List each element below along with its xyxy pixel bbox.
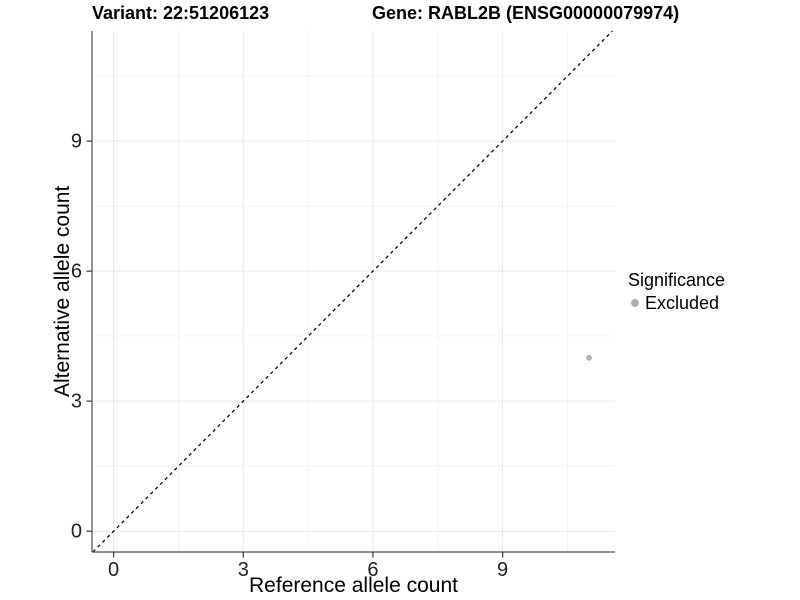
identity-reference-line [92,30,613,553]
plot-title-variant: Variant: 22:51206123 [92,3,270,23]
plot-title-gene: Gene: RABL2B (ENSG00000079974) [372,3,680,23]
y-tick-label: 9 [71,131,82,153]
y-tick-label: 0 [71,521,82,543]
x-tick-label: 0 [108,559,119,581]
x-tick-label: 9 [497,559,508,581]
legend-point-icon [631,299,639,307]
y-tick-label: 6 [71,261,82,283]
legend: Significance Excluded [628,270,725,313]
legend-title: Significance [628,270,726,290]
y-axis-title: Alternative allele count [51,185,74,398]
legend-item-label: Excluded [645,293,720,313]
legend-item-excluded: Excluded [628,293,725,313]
x-tick-label: 3 [238,559,249,581]
x-tick-label: 6 [367,559,378,581]
y-tick-label: 3 [71,391,82,413]
x-axis-title: Reference allele count [249,574,458,597]
data-point [586,354,592,361]
